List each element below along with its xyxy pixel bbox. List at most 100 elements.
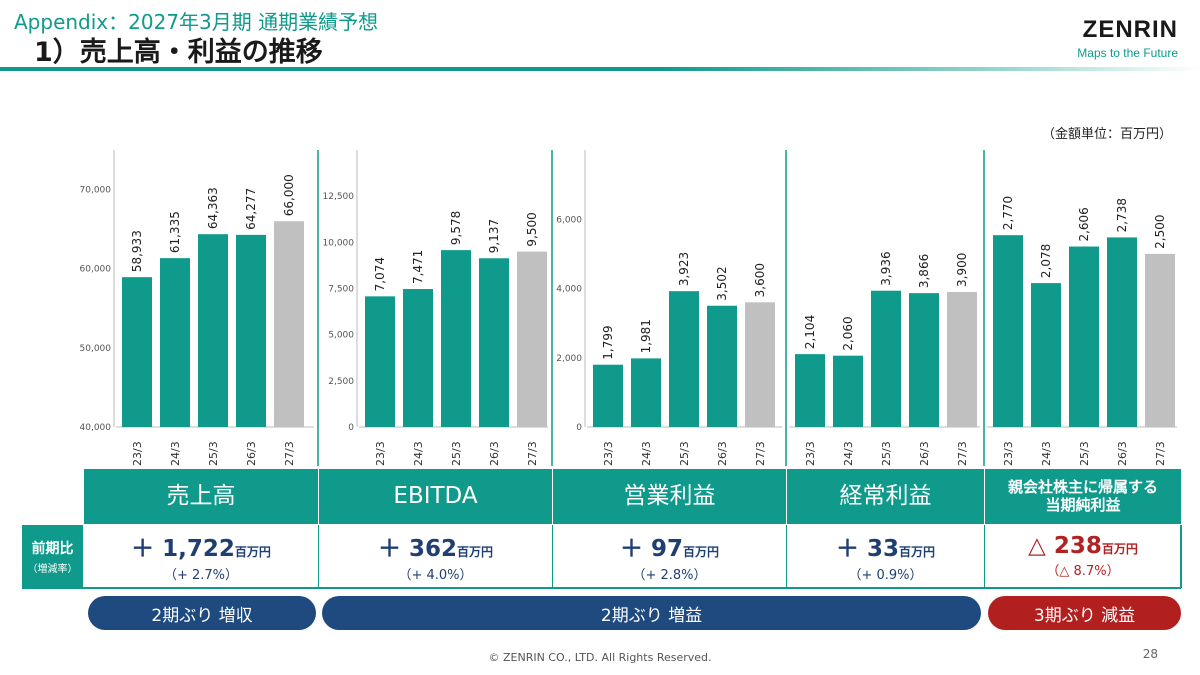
x-tick-label: 24/3 <box>1040 441 1053 466</box>
bar <box>122 277 152 427</box>
x-tick-label: 25/3 <box>207 441 220 466</box>
yoy-unit: 百万円 <box>457 545 494 559</box>
yoy-unit: 百万円 <box>234 545 271 559</box>
y-tick-label: 12,500 <box>323 192 355 202</box>
y-tick-label: 4,000 <box>556 285 582 295</box>
bar <box>593 364 623 427</box>
yoy-cell-ebitda: ＋ 362百万円 （+ 4.0%） <box>319 525 552 587</box>
bar <box>479 258 509 427</box>
yoy-label: 前期比 <box>31 540 74 557</box>
x-tick-label: 26/3 <box>918 441 931 466</box>
header-net-income-line1: 親会社株主に帰属する <box>1007 478 1158 497</box>
data-label: 2,606 <box>1077 207 1091 241</box>
table-bottom-border <box>22 587 1181 589</box>
header-net-income-line2: 当期純利益 <box>1045 495 1121 514</box>
data-label: 2,078 <box>1039 244 1053 278</box>
yoy-cell-ordinary-income: ＋ 33百万円 （+ 0.9%） <box>787 525 984 587</box>
bar <box>833 355 863 427</box>
header-ebitda: EBITDA <box>319 469 552 524</box>
yoy-rate: （+ 2.8%） <box>632 568 707 583</box>
bar <box>871 290 901 427</box>
data-label: 3,900 <box>955 253 969 287</box>
x-tick-label: 26/3 <box>716 441 729 466</box>
table-divider <box>786 525 787 587</box>
bar <box>236 234 266 427</box>
data-label: 2,060 <box>841 316 855 350</box>
bar <box>1069 246 1099 427</box>
bar <box>795 354 825 427</box>
data-label: 2,500 <box>1153 215 1167 249</box>
bar <box>517 251 547 427</box>
x-tick-label: 27/3 <box>754 441 767 466</box>
y-tick-label: 50,000 <box>80 344 112 354</box>
data-label: 2,738 <box>1115 198 1129 232</box>
x-tick-label: 23/3 <box>131 441 144 466</box>
x-tick-label: 23/3 <box>1002 441 1015 466</box>
x-tick-label: 25/3 <box>880 441 893 466</box>
yoy-change: ＋ 1,722 <box>131 536 235 562</box>
bar <box>160 258 190 427</box>
x-tick-label: 25/3 <box>1078 441 1091 466</box>
x-tick-label: 27/3 <box>1154 441 1167 466</box>
bar <box>909 293 939 427</box>
data-label: 58,933 <box>130 230 144 272</box>
data-label: 64,363 <box>206 187 220 229</box>
bar <box>1031 283 1061 427</box>
page-subtitle: Appendix：2027年3月期 通期業績予想 <box>14 10 379 34</box>
bar <box>403 289 433 427</box>
yoy-change: ＋ 97 <box>619 536 683 562</box>
x-tick-label: 26/3 <box>245 441 258 466</box>
yoy-row-label: 前期比 （増減率） <box>22 525 83 587</box>
y-tick-label: 0 <box>348 423 354 433</box>
yoy-unit: 百万円 <box>683 545 720 559</box>
yoy-rate: （△ 8.7%） <box>1046 564 1120 579</box>
yoy-unit: 百万円 <box>1101 542 1138 556</box>
data-label: 3,923 <box>677 252 691 286</box>
bar <box>198 234 228 427</box>
yoy-change: ＋ 362 <box>377 536 457 562</box>
bar <box>365 296 395 427</box>
bar <box>993 235 1023 427</box>
table-divider <box>318 525 319 587</box>
y-tick-label: 2,000 <box>556 354 582 364</box>
header-ordinary-income: 経常利益 <box>787 469 984 524</box>
bar <box>1145 253 1175 427</box>
data-label: 1,799 <box>601 325 615 359</box>
data-label: 3,502 <box>715 266 729 300</box>
logo-wordmark: ZENRIN <box>1082 16 1178 43</box>
table-divider <box>984 525 985 587</box>
bar <box>745 302 775 427</box>
copyright: © ZENRIN CO., LTD. All Rights Reserved. <box>488 651 712 664</box>
y-tick-label: 0 <box>576 423 582 433</box>
bar <box>669 291 699 427</box>
data-label: 9,578 <box>449 211 463 245</box>
y-tick-label: 60,000 <box>80 265 112 275</box>
unit-note: （金額単位：百万円） <box>1041 127 1172 142</box>
page-title: 1）売上高・利益の推移 <box>34 37 323 68</box>
header-net-income: 親会社株主に帰属する 当期純利益 <box>985 469 1181 524</box>
badge-profit-increase: 2期ぶり 増益 <box>322 596 981 630</box>
bar <box>707 305 737 427</box>
data-label: 66,000 <box>282 174 296 216</box>
bar <box>274 221 304 427</box>
x-tick-label: 24/3 <box>412 441 425 466</box>
y-tick-label: 70,000 <box>80 186 112 196</box>
x-tick-label: 23/3 <box>602 441 615 466</box>
bar <box>1107 237 1137 427</box>
yoy-rate: （+ 0.9%） <box>848 568 923 583</box>
table-right-border <box>1180 525 1182 588</box>
table-divider <box>552 525 553 587</box>
bar <box>631 358 661 427</box>
x-tick-label: 25/3 <box>678 441 691 466</box>
badge-revenue-increase: 2期ぶり 増収 <box>88 596 316 630</box>
data-label: 61,335 <box>168 211 182 253</box>
page-number: 28 <box>1142 647 1158 661</box>
header-operating-income: 営業利益 <box>553 469 786 524</box>
data-label: 1,981 <box>639 319 653 353</box>
y-tick-label: 10,000 <box>323 238 355 248</box>
yoy-rate: （+ 2.7%） <box>163 568 239 583</box>
company-logo: ZENRIN Maps to the Future <box>1077 16 1178 60</box>
y-tick-label: 7,500 <box>328 285 354 295</box>
yoy-cell-net-income: △ 238百万円 （△ 8.7%） <box>985 525 1181 587</box>
yoy-change: ＋ 33 <box>835 536 899 562</box>
